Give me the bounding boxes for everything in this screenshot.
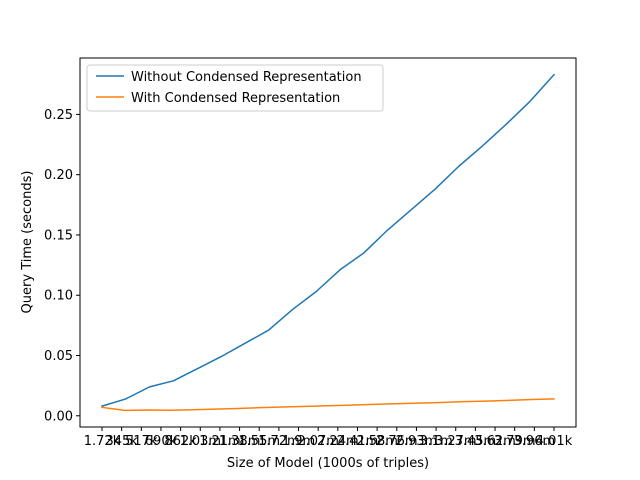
legend: Without Condensed Representation With Co… bbox=[86, 64, 384, 112]
x-tick-label: 2.58m bbox=[356, 434, 398, 449]
x-tick-label: 1.72k bbox=[84, 434, 121, 449]
x-tick-label: 3.27m bbox=[435, 434, 477, 449]
legend-box bbox=[86, 64, 384, 112]
x-tick-label: 3.1m bbox=[419, 434, 452, 449]
plot-frame bbox=[79, 57, 577, 428]
x-tick-label: 345k bbox=[105, 434, 138, 449]
x-tick-label: 2.07m bbox=[297, 434, 339, 449]
x-tick-label: 517k bbox=[125, 434, 158, 449]
x-tick-label: 1.9m bbox=[282, 434, 315, 449]
x-tick-label: 862k bbox=[164, 434, 197, 449]
y-tick-label: 0.15 bbox=[44, 228, 73, 243]
x-tick-label: 3.79m bbox=[494, 434, 536, 449]
legend-label-without-condensed: Without Condensed Representation bbox=[131, 70, 362, 85]
x-tick-label: 1.03m bbox=[179, 434, 221, 449]
x-tick-label: 2.93m bbox=[396, 434, 438, 449]
x-tick-label: 690k bbox=[145, 434, 178, 449]
legend-label-with-condensed: With Condensed Representation bbox=[131, 91, 340, 106]
x-tick-label: 2.41m bbox=[337, 434, 379, 449]
x-tick-label: 3.96m bbox=[514, 434, 556, 449]
y-tick-label: 0.05 bbox=[44, 349, 73, 364]
y-axis: 0.00 0.05 0.10 0.15 0.20 0.25 bbox=[44, 108, 80, 424]
x-tick-label: 1.72m bbox=[258, 434, 300, 449]
x-axis-label: Size of Model (1000s of triples) bbox=[227, 456, 429, 471]
x-tick-label: 4.01k bbox=[536, 434, 573, 449]
x-tick-label: 1.21m bbox=[199, 434, 241, 449]
x-tick-label: 2.24m bbox=[317, 434, 359, 449]
series-layer bbox=[101, 73, 556, 412]
x-tick-label: 3.62m bbox=[474, 434, 516, 449]
y-tick-label: 0.25 bbox=[44, 108, 73, 123]
x-tick-label: 3.45m bbox=[455, 434, 497, 449]
series-line-with-condensed bbox=[101, 398, 555, 412]
x-tick-label: 1.38m bbox=[219, 434, 261, 449]
x-axis: 1.72k345k517k690k862k1.03m1.21m1.38m1.55… bbox=[84, 427, 573, 449]
x-tick-label: 2.76m bbox=[376, 434, 418, 449]
y-axis-label: Query Time (seconds) bbox=[20, 171, 35, 314]
series-line-without-condensed bbox=[101, 73, 556, 408]
y-tick-label: 0.10 bbox=[44, 289, 73, 304]
x-tick-label: 1.55m bbox=[238, 434, 280, 449]
y-tick-label: 0.20 bbox=[44, 168, 73, 183]
y-tick-label: 0.00 bbox=[44, 409, 73, 424]
